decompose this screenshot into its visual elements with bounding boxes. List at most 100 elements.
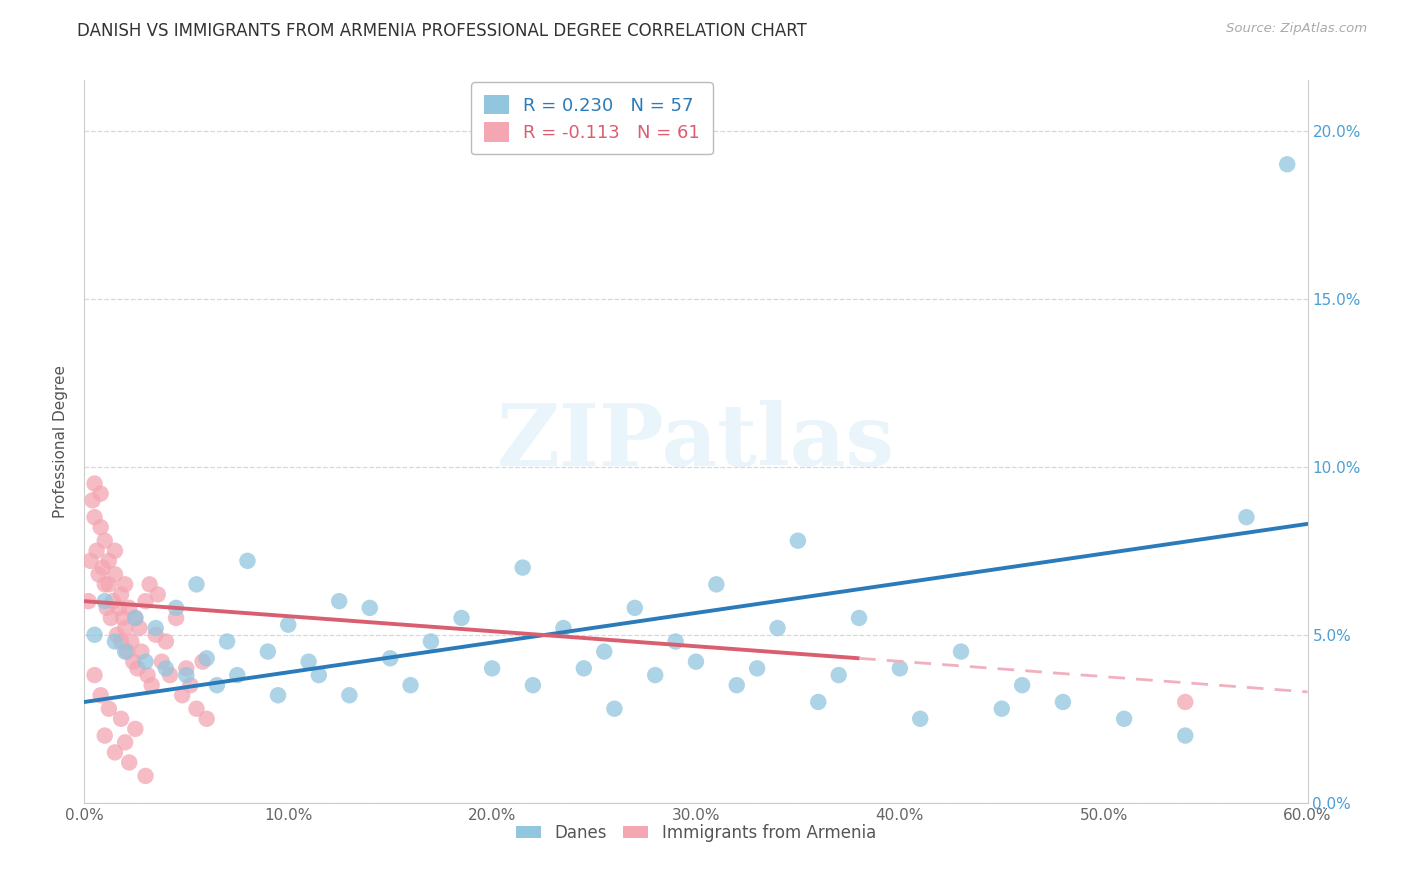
Point [145, 621, 167, 635]
Point [122, 655, 145, 669]
Point [644, 668, 666, 682]
Point [217, 634, 239, 648]
Point [195, 712, 218, 726]
Point [79, 554, 101, 568]
Point [450, 611, 472, 625]
Point [82, 493, 104, 508]
Point [747, 661, 769, 675]
Point [118, 756, 141, 770]
Point [195, 651, 218, 665]
Point [97, 554, 120, 568]
Point [257, 644, 280, 658]
Point [141, 678, 163, 692]
Point [90, 688, 112, 702]
Point [787, 533, 810, 548]
Point [124, 611, 146, 625]
Point [135, 655, 157, 669]
Point [124, 722, 146, 736]
Point [236, 554, 259, 568]
Point [83, 510, 105, 524]
Point [706, 577, 728, 591]
Point [159, 668, 181, 682]
Point [131, 644, 153, 658]
Point [155, 634, 177, 648]
Point [165, 611, 187, 625]
Point [114, 735, 136, 749]
Point [889, 661, 911, 675]
Point [135, 594, 157, 608]
Point [86, 543, 108, 558]
Point [83, 628, 105, 642]
Point [553, 621, 575, 635]
Point [83, 668, 105, 682]
Text: DANISH VS IMMIGRANTS FROM ARMENIA PROFESSIONAL DEGREE CORRELATION CHART: DANISH VS IMMIGRANTS FROM ARMENIA PROFES… [77, 22, 807, 40]
Point [136, 668, 159, 682]
Point [165, 600, 187, 615]
Point [910, 712, 932, 726]
Point [308, 668, 330, 682]
Point [83, 476, 105, 491]
Point [145, 628, 167, 642]
Point [807, 695, 830, 709]
Point [1236, 510, 1258, 524]
Point [991, 702, 1014, 716]
Point [110, 712, 132, 726]
Point [420, 634, 443, 648]
Point [277, 617, 299, 632]
Point [108, 600, 131, 615]
Point [93, 729, 115, 743]
Point [226, 668, 249, 682]
Point [101, 594, 124, 608]
Point [114, 621, 136, 635]
Point [174, 668, 197, 682]
Point [114, 577, 136, 591]
Point [100, 611, 122, 625]
Point [93, 577, 115, 591]
Point [522, 678, 544, 692]
Point [104, 634, 127, 648]
Point [1277, 157, 1299, 171]
Point [91, 560, 114, 574]
Point [1174, 695, 1197, 709]
Point [127, 661, 149, 675]
Point [399, 678, 422, 692]
Point [97, 702, 120, 716]
Point [828, 668, 851, 682]
Point [603, 702, 626, 716]
Point [97, 577, 120, 591]
Point [87, 567, 110, 582]
Point [118, 600, 141, 615]
Point [725, 678, 748, 692]
Point [481, 661, 503, 675]
Point [110, 587, 132, 601]
Point [120, 634, 142, 648]
Point [191, 655, 214, 669]
Point [135, 769, 157, 783]
Point [174, 661, 197, 675]
Point [112, 611, 135, 625]
Point [110, 634, 132, 648]
Point [114, 644, 136, 658]
Point [624, 600, 647, 615]
Point [380, 651, 402, 665]
Point [766, 621, 789, 635]
Point [267, 688, 290, 702]
Point [104, 543, 127, 558]
Point [77, 594, 100, 608]
Text: ZIPatlas: ZIPatlas [496, 400, 896, 483]
Point [593, 644, 616, 658]
Point [90, 520, 112, 534]
Point [572, 661, 595, 675]
Point [1011, 678, 1033, 692]
Point [155, 661, 177, 675]
Point [665, 634, 688, 648]
Point [298, 655, 321, 669]
Point [512, 560, 534, 574]
Point [124, 611, 146, 625]
Point [685, 655, 707, 669]
Point [150, 655, 173, 669]
Point [179, 678, 201, 692]
Point [138, 577, 160, 591]
Point [90, 486, 112, 500]
Point [359, 600, 381, 615]
